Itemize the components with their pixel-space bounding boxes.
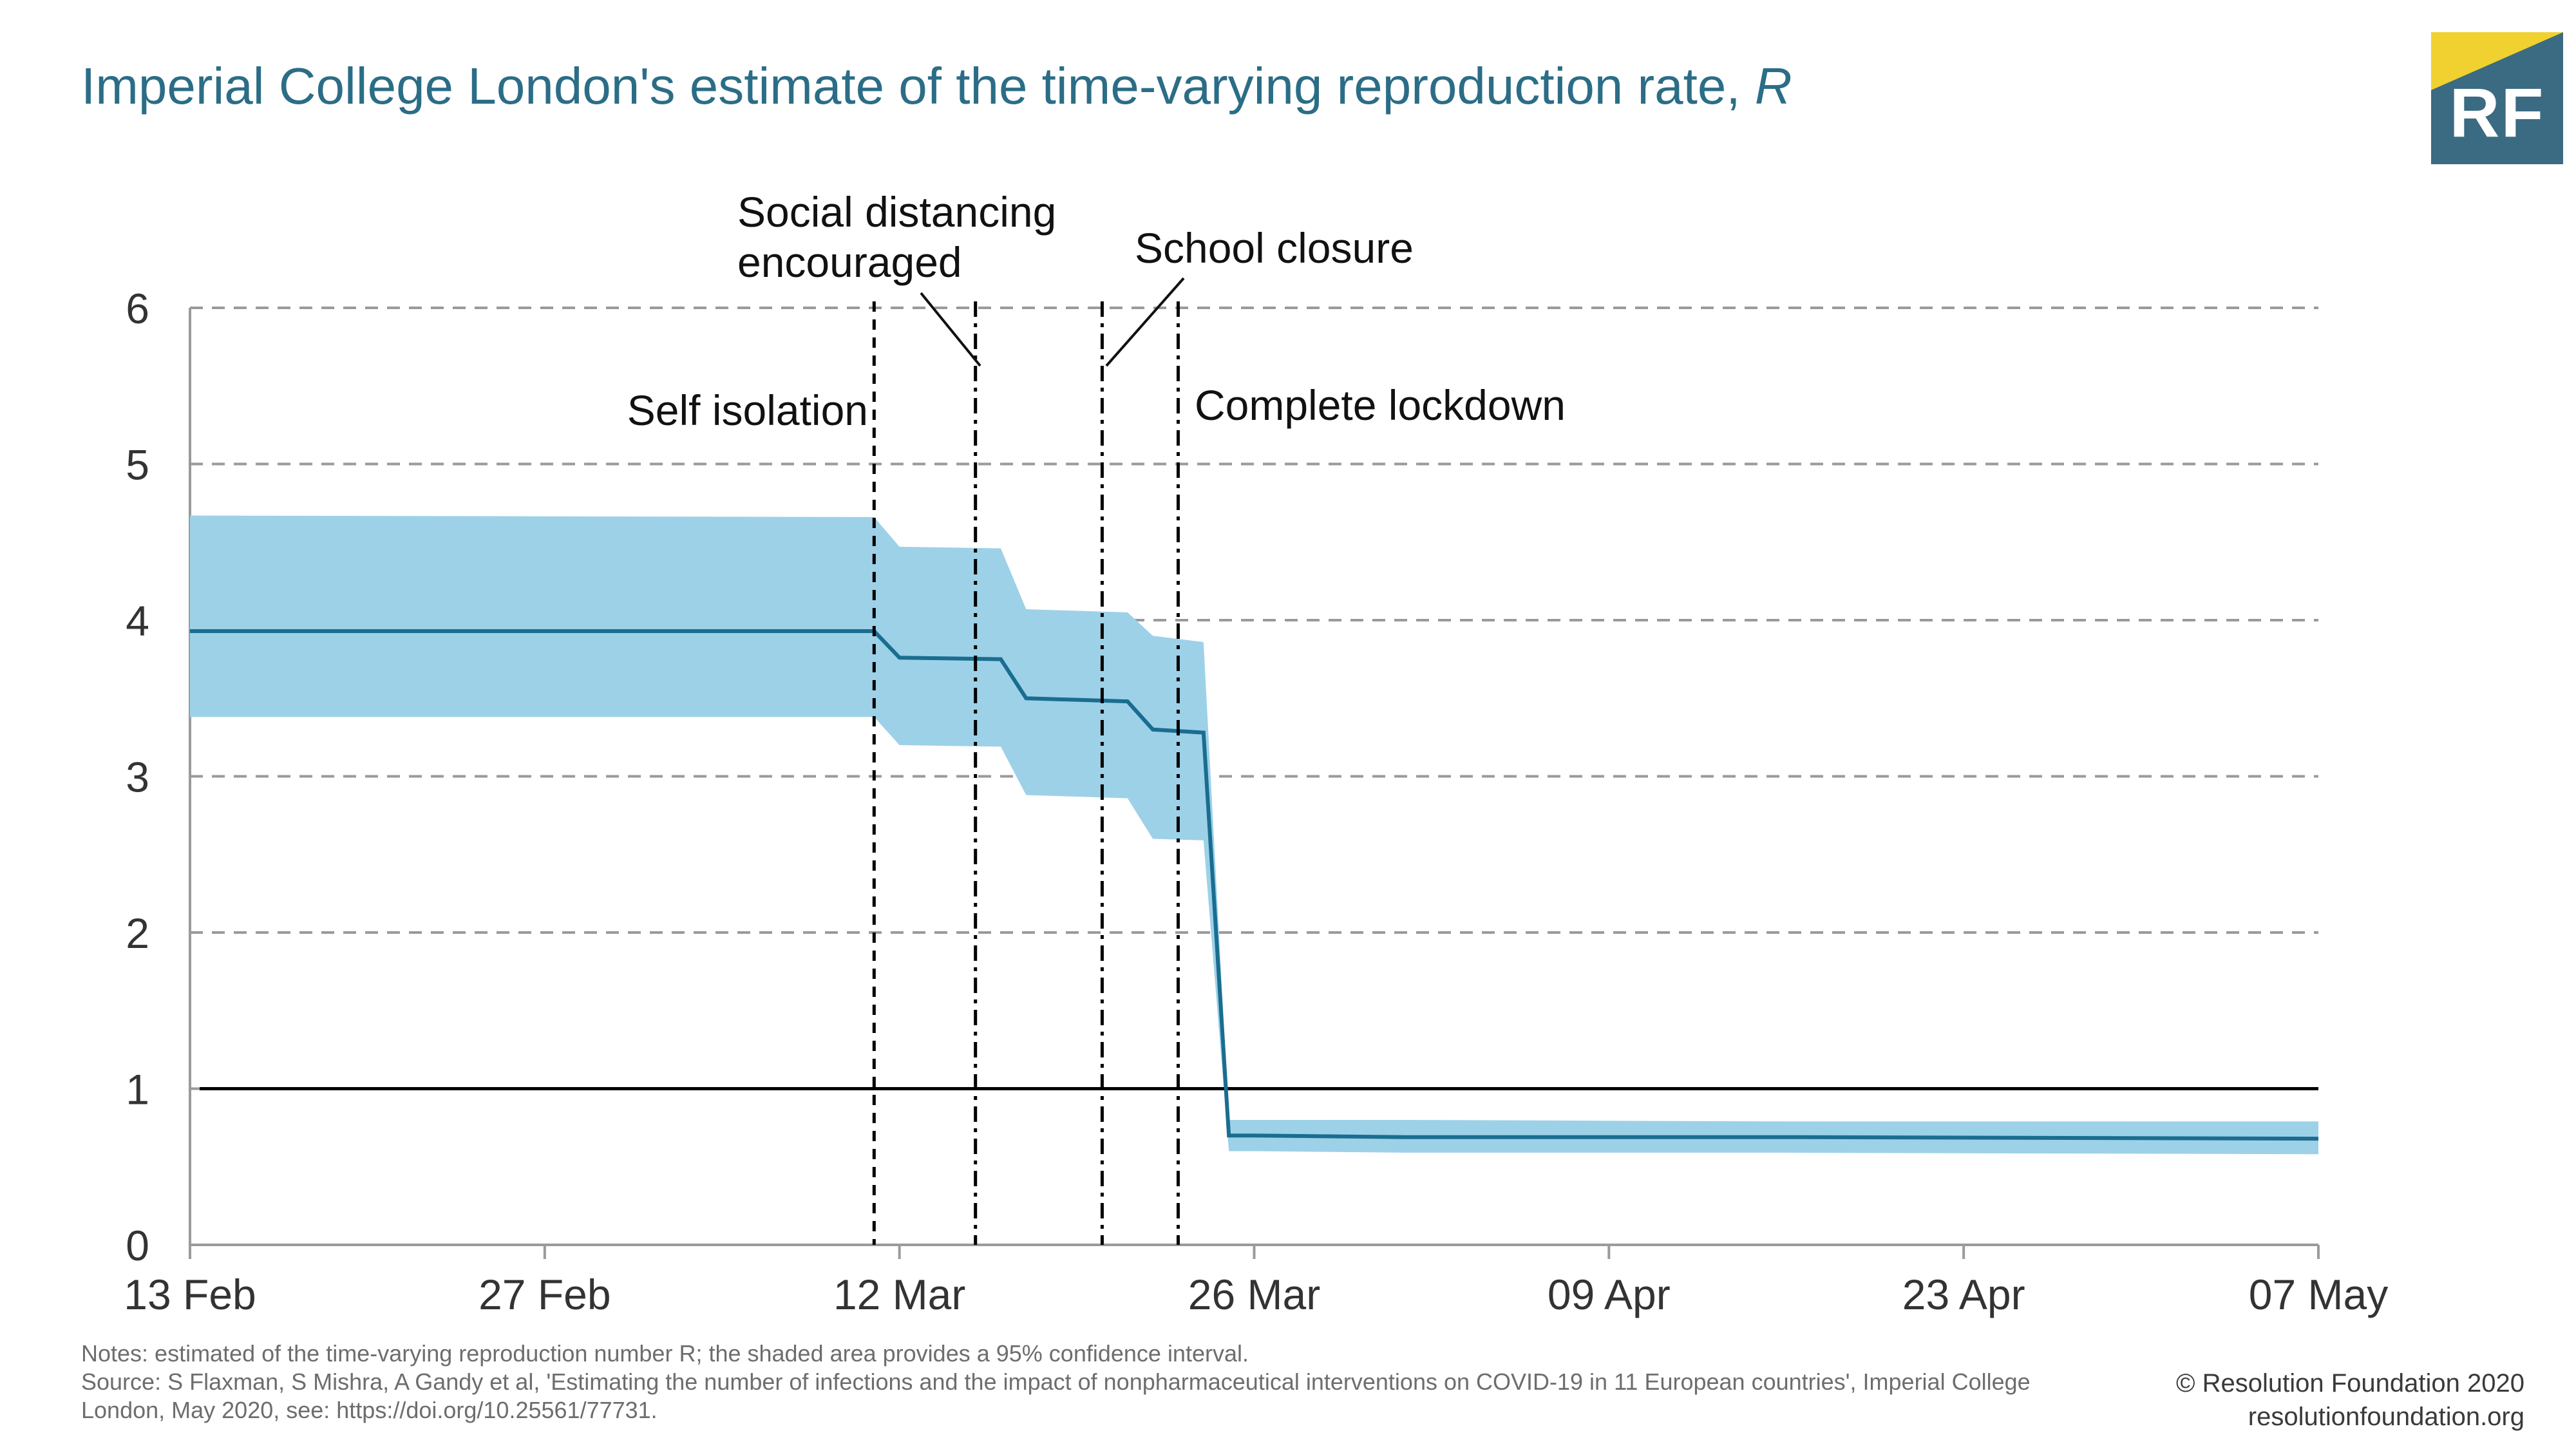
chart-title: Imperial College London's estimate of th… — [81, 57, 1792, 116]
label-social-distancing-line1: Social distancing — [737, 188, 1056, 236]
rf-logo: RF — [2431, 32, 2563, 164]
label-social-distancing-line2: encouraged — [737, 238, 962, 286]
label-leader-social-distancing — [920, 292, 981, 367]
chart-notes: Notes: estimated of the time-varying rep… — [81, 1340, 2078, 1425]
website-text: resolutionfoundation.org — [2248, 1403, 2524, 1431]
notes-text: Notes: estimated of the time-varying rep… — [81, 1340, 1249, 1367]
y-tick-label: 1 — [126, 1066, 149, 1113]
chart-title-text: Imperial College London's estimate of th… — [81, 57, 1755, 115]
confidence-band — [190, 515, 2318, 1155]
label-leader-school-closure — [1105, 277, 1185, 367]
y-tick-label: 0 — [126, 1222, 149, 1269]
x-tick-label: 12 Mar — [833, 1271, 965, 1318]
copyright-text: © Resolution Foundation 2020 — [2176, 1369, 2524, 1397]
credit: © Resolution Foundation 2020 resolutionf… — [2176, 1367, 2524, 1434]
y-tick-label: 2 — [126, 909, 149, 957]
r-estimate-line — [190, 629, 2319, 1141]
source-text: Source: S Flaxman, S Mishra, A Gandy et … — [81, 1368, 2031, 1423]
y-tick-label: 3 — [126, 753, 149, 801]
logo-text: RF — [2449, 73, 2545, 151]
x-tick-label: 09 Apr — [1548, 1271, 1671, 1318]
x-tick-label: 23 Apr — [1902, 1271, 2025, 1318]
y-tick-label: 6 — [126, 285, 149, 332]
label-self-isolation: Self isolation — [627, 386, 868, 434]
label-complete-lockdown: Complete lockdown — [1195, 381, 1566, 429]
x-tick-label: 27 Feb — [478, 1271, 611, 1318]
label-school-closure: School closure — [1135, 224, 1414, 272]
y-tick-label: 5 — [126, 441, 149, 489]
x-tick-label: 13 Feb — [124, 1271, 256, 1318]
x-tick-label: 26 Mar — [1188, 1271, 1320, 1318]
logo-accent-triangle — [2431, 32, 2563, 90]
y-tick-label: 4 — [126, 597, 149, 645]
chart-title-italic: R — [1754, 57, 1792, 115]
x-tick-label: 07 May — [2249, 1271, 2388, 1318]
